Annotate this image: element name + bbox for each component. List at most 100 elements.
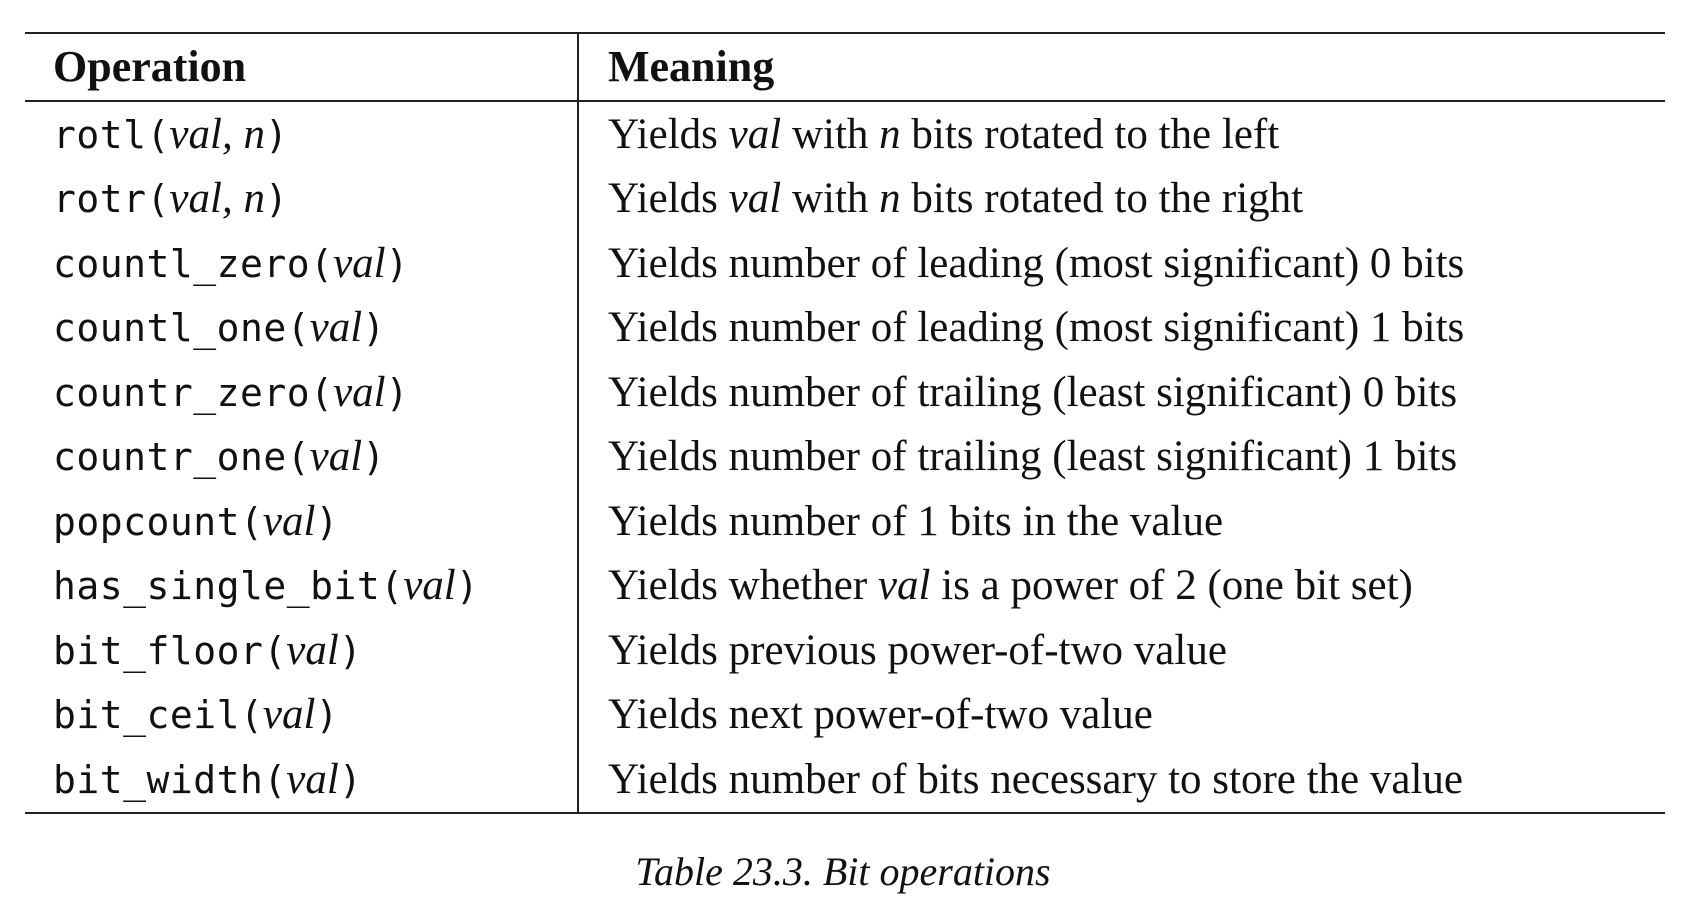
close-paren: )	[385, 370, 409, 415]
function-name: bit_ceil	[53, 693, 241, 738]
meaning-text: Yields number of trailing (least signifi…	[608, 369, 1457, 416]
function-args: val	[309, 304, 363, 352]
operation-cell: countr_zero(val)	[25, 360, 579, 425]
table-row: bit_width(val) Yields number of bits nece…	[25, 747, 1665, 813]
operation-cell: bit_width(val)	[25, 747, 579, 813]
function-args: val	[262, 691, 316, 739]
operation-cell: rotr(val, n)	[25, 166, 579, 231]
close-paren: )	[315, 499, 339, 544]
meaning-italic-term: val	[728, 110, 782, 158]
table-row: has_single_bit(val) Yields whether val is…	[25, 553, 1665, 619]
function-name: bit_width	[53, 757, 264, 802]
close-paren: )	[264, 177, 288, 222]
meaning-cell: Yields number of 1 bits in the value	[578, 489, 1665, 554]
function-name: rotl	[53, 112, 147, 157]
meaning-segment: Yields number of bits necessary to store…	[608, 755, 1464, 803]
function-args: val	[403, 562, 456, 610]
open-paren: (	[310, 241, 334, 286]
meaning-cell: Yields whether val is a power of 2 (one …	[578, 554, 1665, 619]
operation-cell: bit_ceil(val)	[25, 682, 579, 747]
meaning-italic-term: val	[728, 175, 782, 223]
function-name: countl_zero	[53, 241, 311, 286]
close-paren: )	[338, 757, 362, 802]
table-row: countr_zero(val) Yields number of trailin…	[25, 360, 1665, 425]
function-name: bit_floor	[53, 628, 264, 673]
operation-cell: countr_one(val)	[25, 424, 579, 489]
meaning-italic-term: n	[879, 110, 901, 158]
meaning-segment: Yields number of trailing (least signifi…	[608, 433, 1458, 481]
meaning-segment: Yields whether	[608, 562, 878, 610]
bit-operations-table-container: Operation Meaning rotl(val, n) Yields val…	[25, 32, 1665, 814]
function-args: val	[286, 755, 339, 803]
table-row: countl_zero(val) Yields number of leading…	[25, 231, 1665, 296]
meaning-segment: Yields number of leading (most significa…	[608, 239, 1465, 287]
meaning-text: Yields number of leading (most significa…	[608, 240, 1464, 287]
meaning-text: Yields number of leading (most significa…	[608, 304, 1464, 351]
open-paren: (	[240, 499, 263, 544]
function-args: val	[333, 239, 386, 287]
meaning-cell: Yields val with n bits rotated to the ri…	[578, 167, 1665, 232]
operation-cell: countl_zero(val)	[25, 231, 579, 296]
open-paren: (	[310, 370, 334, 415]
close-paren: )	[385, 241, 409, 286]
table-row: bit_ceil(val) Yields next power-of-two va…	[25, 682, 1665, 748]
table-row: rotl(val, n) Yields val with n bits rotat…	[25, 101, 1665, 167]
meaning-segment: is a power of 2 (one bit set)	[930, 562, 1413, 610]
operation-cell: countl_one(val)	[25, 295, 579, 360]
function-args: val	[333, 368, 386, 416]
close-paren: )	[315, 693, 339, 738]
function-args: val, n	[169, 110, 265, 158]
meaning-cell: Yields number of leading (most significa…	[578, 296, 1665, 361]
operation-cell: has_single_bit(val)	[25, 553, 579, 618]
function-name: popcount	[53, 499, 241, 544]
meaning-cell: Yields number of trailing (least signifi…	[578, 360, 1665, 425]
table-row: popcount(val) Yields number of 1 bits in …	[25, 489, 1665, 554]
function-name: countr_one	[53, 435, 287, 480]
meaning-cell: Yields previous power-of-two value	[578, 618, 1665, 683]
open-paren: (	[380, 564, 404, 609]
function-args: val	[309, 433, 363, 481]
table-body: rotl(val, n) Yields val with n bits rotat…	[25, 101, 1665, 813]
operation-column-header: Operation	[25, 33, 579, 101]
meaning-text: Yields number of bits necessary to store…	[608, 756, 1463, 803]
close-paren: )	[362, 306, 386, 351]
meaning-segment: bits rotated to the right	[900, 175, 1304, 223]
function-name: has_single_bit	[53, 564, 381, 609]
open-paren: (	[286, 435, 310, 480]
meaning-segment: Yields number of trailing (least signifi…	[608, 368, 1458, 416]
meaning-cell: Yields number of bits necessary to store…	[578, 747, 1665, 813]
open-paren: (	[146, 177, 170, 222]
open-paren: (	[263, 628, 287, 673]
meaning-text: Yields whether val is a power of 2 (one …	[608, 562, 1413, 609]
meaning-italic-term: val	[877, 562, 931, 610]
meaning-cell: Yields next power-of-two value	[578, 683, 1665, 748]
table-row: countr_one(val) Yields number of trailing…	[25, 424, 1665, 489]
open-paren: (	[146, 112, 170, 157]
meaning-text: Yields val with n bits rotated to the ri…	[608, 175, 1303, 222]
close-paren: )	[455, 564, 479, 609]
meaning-segment: Yields previous power-of-two value	[608, 626, 1227, 674]
function-args: val	[262, 497, 316, 545]
table-caption: Table 23.3. Bit operations	[635, 849, 1051, 894]
open-paren: (	[240, 693, 263, 738]
operation-cell: bit_floor(val)	[25, 618, 579, 683]
meaning-text: Yields previous power-of-two value	[608, 627, 1227, 674]
table-header-row: Operation Meaning	[25, 33, 1665, 101]
meaning-column-header: Meaning	[608, 42, 775, 91]
function-name: countl_one	[53, 306, 287, 351]
meaning-italic-term: n	[879, 175, 901, 223]
meaning-segment: Yields	[608, 110, 729, 158]
meaning-segment: with	[781, 175, 880, 223]
operation-cell: rotl(val, n)	[25, 101, 579, 167]
meaning-cell: Yields val with n bits rotated to the le…	[578, 101, 1665, 167]
meaning-segment: Yields number of 1 bits in the value	[608, 497, 1224, 545]
open-paren: (	[286, 306, 310, 351]
meaning-segment: Yields next power-of-two value	[608, 691, 1153, 739]
meaning-segment: with	[781, 110, 880, 158]
meaning-text: Yields number of trailing (least signifi…	[608, 433, 1457, 480]
function-name: rotr	[53, 177, 147, 222]
operation-cell: popcount(val)	[25, 489, 579, 554]
close-paren: )	[362, 435, 386, 480]
close-paren: )	[264, 112, 288, 157]
meaning-text: Yields next power-of-two value	[608, 691, 1153, 738]
